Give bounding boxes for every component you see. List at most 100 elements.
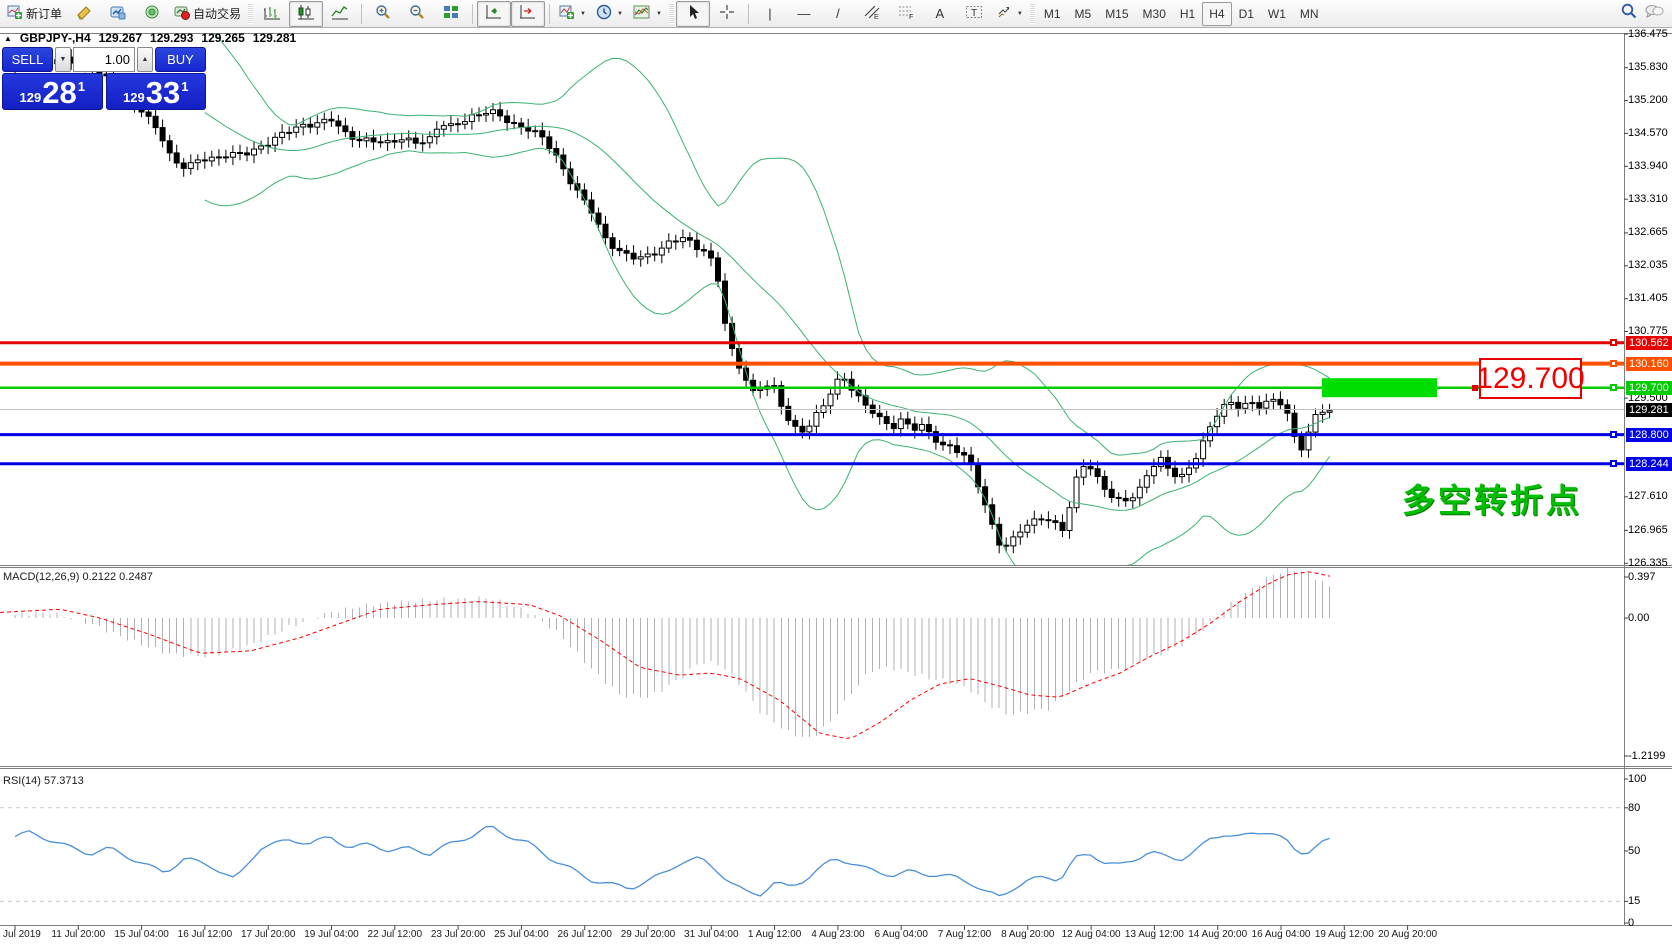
collapse-arrow-icon[interactable]: ▲	[4, 33, 12, 43]
toolbar-grip	[248, 3, 254, 24]
cursor-button[interactable]	[675, 0, 710, 27]
current-price-tag: 129.281	[1626, 402, 1672, 417]
chart-line-button[interactable]	[323, 1, 357, 27]
chart-candles-button[interactable]	[289, 0, 324, 27]
template-button[interactable]: ▼	[628, 1, 667, 27]
zoom-out-icon	[409, 4, 425, 23]
zoom-in-icon	[375, 4, 391, 23]
buy-price-button[interactable]: 129 33 1	[105, 73, 206, 110]
chat-icon[interactable]	[1644, 2, 1664, 25]
indicators-icon	[559, 4, 575, 23]
horizontal-line-button[interactable]: —	[787, 1, 821, 27]
price-tick-label: 126.965	[1628, 523, 1668, 536]
arrows-button[interactable]: ▼	[991, 1, 1028, 27]
autotrade-button[interactable]: 自动交易	[169, 1, 246, 27]
price-tick-label: 132.035	[1628, 259, 1668, 272]
memo-button[interactable]	[67, 1, 101, 27]
time-axis-label: 26 Jul 12:00	[557, 929, 612, 940]
channel-icon: E	[863, 4, 881, 23]
periods-button[interactable]: ▼	[591, 1, 628, 27]
timeframe-m5-button[interactable]: M5	[1074, 6, 1092, 21]
level-line-handle[interactable]	[1610, 384, 1617, 392]
tile-windows-icon	[443, 4, 459, 23]
macd-scale-label: 0.397	[1628, 571, 1656, 583]
timeframe-m30-button[interactable]: M30	[1142, 6, 1166, 21]
level-line-handle[interactable]	[1610, 431, 1617, 439]
time-axis-label: 11 Jul 20:00	[51, 929, 106, 940]
timeframe-h4-button[interactable]: H4	[1202, 1, 1232, 26]
volume-decrease-button[interactable]: ▼	[55, 47, 71, 72]
timeframe-m15-button[interactable]: M15	[1105, 6, 1129, 21]
trendline-button[interactable]: /	[821, 1, 855, 27]
chart-canvas[interactable]	[0, 28, 1672, 948]
timeframe-m1-button[interactable]: M1	[1043, 6, 1061, 21]
timeframe-mn-button[interactable]: MN	[1299, 6, 1319, 21]
timeframe-h1-button[interactable]: H1	[1179, 6, 1196, 21]
fibonacci-icon: F	[897, 4, 915, 23]
volume-input[interactable]	[73, 47, 135, 72]
price-tick-label: 127.610	[1628, 490, 1668, 503]
rsi-scale-label: 15	[1628, 895, 1641, 908]
volume-increase-button[interactable]: ▲	[137, 47, 153, 72]
timeframe-d1-button[interactable]: D1	[1238, 6, 1254, 21]
chart-shift-button[interactable]	[511, 0, 546, 27]
price-tick-label: 126.335	[1628, 556, 1668, 569]
ohlc-open: 129.267	[98, 31, 143, 45]
trendline-icon: /	[836, 6, 840, 21]
periods-caret-icon: ▼	[616, 10, 623, 17]
time-axis-label: 14 Aug 20:00	[1188, 929, 1248, 940]
fibonacci-button[interactable]: F	[889, 1, 923, 27]
vertical-line-button[interactable]: |	[753, 1, 787, 27]
crosshair-icon	[719, 4, 735, 23]
price-tick-label: 133.310	[1628, 192, 1668, 205]
time-axis-label: 25 Jul 04:00	[494, 929, 549, 940]
sell-button[interactable]: SELL	[2, 47, 53, 72]
zoom-in-button[interactable]	[366, 1, 400, 27]
time-axis-label: 19 Jul 04:00	[304, 929, 359, 940]
level-line-handle[interactable]	[1610, 339, 1617, 347]
buy-price-prefix: 129	[123, 90, 145, 105]
cursor-icon	[686, 4, 700, 23]
time-axis-label: 19 Aug 12:00	[1314, 929, 1374, 940]
text-label-button[interactable]: T	[957, 1, 991, 27]
time-axis-label: 16 Aug 04:00	[1251, 929, 1311, 940]
vertical-line-icon: |	[768, 6, 772, 21]
toolbar-separator	[747, 3, 749, 24]
new-order-label: 新订单	[26, 7, 63, 21]
autoscroll-button[interactable]	[477, 0, 512, 27]
new-order-icon	[7, 4, 23, 23]
time-axis-label: 12 Aug 04:00	[1061, 929, 1121, 940]
buy-button[interactable]: BUY	[155, 47, 206, 72]
time-axis-label: 29 Jul 20:00	[620, 929, 676, 940]
level-line-handle[interactable]	[1610, 460, 1617, 468]
memo-icon	[76, 4, 92, 23]
arrows-icon	[996, 4, 1012, 23]
price-callout-129700[interactable]: 129.700	[1476, 358, 1585, 399]
search-icon[interactable]	[1620, 2, 1638, 25]
text-tool-button[interactable]: A	[923, 1, 957, 27]
chart-bars-button[interactable]	[255, 1, 289, 27]
new-order-button[interactable]: 新订单	[2, 1, 67, 27]
crosshair-button[interactable]	[710, 1, 744, 27]
tile-windows-button[interactable]	[434, 1, 468, 27]
macd-scale-label: 0.00	[1628, 612, 1650, 624]
time-axis-label: 16 Jul 12:00	[177, 929, 233, 940]
chart-window[interactable]: ▲ GBPJPY-,H4 129.267 129.293 129.265 129…	[0, 28, 1672, 948]
navigator-button[interactable]	[135, 1, 169, 27]
sell-price-prefix: 129	[19, 90, 42, 105]
timeframe-w1-button[interactable]: W1	[1267, 6, 1286, 21]
level-line-handle[interactable]	[1610, 360, 1617, 368]
turning-point-annotation[interactable]: 多空转折点	[1402, 482, 1582, 519]
rsi-scale-label: 0	[1628, 917, 1635, 929]
indicators-button[interactable]: ▼	[554, 1, 591, 27]
text-tool-icon: A	[935, 6, 945, 21]
toolbar-separator	[472, 3, 474, 24]
market-watch-button[interactable]	[101, 1, 135, 27]
toolbar-grip	[1029, 3, 1035, 24]
buy-price-sup: 1	[181, 79, 189, 94]
sell-price-button[interactable]: 129 28 1	[2, 73, 103, 110]
zoom-out-button[interactable]	[400, 1, 434, 27]
callout-handle[interactable]	[1472, 385, 1478, 391]
channel-button[interactable]: E	[855, 1, 889, 27]
